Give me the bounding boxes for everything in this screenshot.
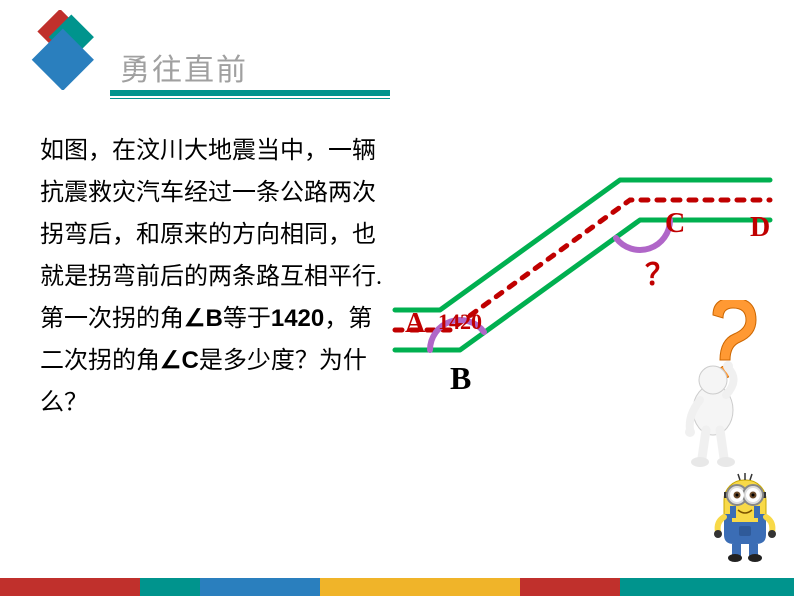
problem-text: 如图，在汶川大地震当中，一辆抗震救灾汽车经过一条公路两次拐弯后，和原来的方向相同…: [40, 130, 385, 424]
angle-b-label: ∠B: [184, 305, 223, 332]
footer-bar: [0, 578, 794, 596]
text-part-1: 如图，在汶川大地震当中，一辆抗震救灾汽车经过一条公路两次拐弯后，和原来的方向相同…: [40, 138, 382, 332]
footer-seg-2: [140, 578, 200, 596]
logo-icon: [20, 10, 110, 95]
title-underline-thick: [110, 90, 390, 96]
text-part-2: 等于: [223, 306, 271, 332]
value-b: 1420: [271, 305, 324, 332]
point-d-label: D: [750, 212, 770, 244]
footer-seg-3: [200, 578, 320, 596]
point-c-label: C: [665, 208, 685, 240]
title-underline-thin: [110, 98, 390, 99]
angle-b-value: 1420: [438, 309, 482, 335]
question-mark: ？: [645, 250, 675, 294]
point-a-label: A: [405, 308, 425, 340]
angle-c-label: ∠C: [160, 347, 199, 374]
footer-seg-5: [520, 578, 620, 596]
slide-header: 勇往直前: [0, 0, 794, 100]
character-icon: [678, 300, 768, 475]
footer-seg-6: [620, 578, 794, 596]
footer-seg-4: [320, 578, 520, 596]
footer-seg-1: [0, 578, 140, 596]
slide-title: 勇往直前: [120, 45, 248, 89]
point-b-label: B: [450, 360, 471, 397]
minion-icon: [710, 472, 780, 572]
